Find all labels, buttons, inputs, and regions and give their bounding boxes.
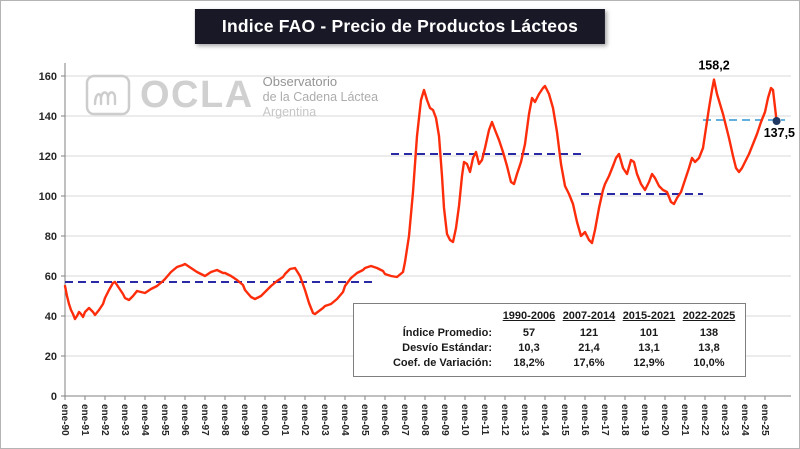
stats-value: 10,0% bbox=[693, 356, 725, 369]
series-end-marker bbox=[772, 117, 781, 125]
logo-icon-squiggle bbox=[93, 91, 117, 106]
x-tick-label: ene-99 bbox=[239, 404, 250, 436]
y-tick-label: 60 bbox=[45, 271, 57, 283]
stats-row: Coef. de Variación: 18,2% 17,6% 12,9% 10,0% bbox=[360, 355, 739, 370]
x-tick-label: ene-16 bbox=[579, 404, 590, 436]
stats-value: 17,6% bbox=[573, 356, 605, 369]
logo-subtitle-line3: Argentina bbox=[262, 104, 317, 119]
stats-header-spacer bbox=[360, 309, 499, 325]
stats-value: 13,1 bbox=[638, 341, 660, 354]
y-tick-label: 80 bbox=[45, 231, 57, 243]
x-tick-label: ene-98 bbox=[219, 404, 230, 436]
stats-table-grid: 1990-2006 2007-2014 2015-2021 2022-2025 Índi… bbox=[360, 309, 739, 370]
x-tick-label: ene-25 bbox=[759, 404, 770, 436]
stats-row-label: Desvío Estándar: bbox=[402, 341, 492, 354]
stats-column-header: 2007-2014 bbox=[562, 310, 616, 322]
x-tick-label: ene-01 bbox=[279, 404, 290, 436]
x-tick-label: ene-10 bbox=[459, 404, 470, 436]
stats-value: 13,8 bbox=[698, 341, 720, 354]
x-tick-label: ene-92 bbox=[99, 404, 110, 436]
x-tick-label: ene-03 bbox=[319, 404, 330, 436]
y-tick-label: 20 bbox=[45, 351, 57, 363]
x-tick-label: ene-95 bbox=[159, 404, 170, 436]
stats-column-header: 2015-2021 bbox=[622, 310, 676, 322]
stats-value: 21,4 bbox=[578, 341, 600, 354]
x-tick-label: ene-97 bbox=[199, 404, 210, 436]
x-tick-label: ene-91 bbox=[79, 404, 90, 436]
y-tick-label: 120 bbox=[39, 151, 57, 163]
y-tick-label: 0 bbox=[51, 391, 57, 403]
x-tick-label: ene-08 bbox=[419, 404, 430, 436]
y-tick-label: 140 bbox=[39, 111, 57, 123]
x-tick-label: ene-11 bbox=[479, 404, 490, 436]
price-series-line bbox=[63, 78, 778, 321]
stats-value: 18,2% bbox=[513, 356, 545, 369]
x-tick-label: ene-94 bbox=[139, 404, 150, 436]
x-tick-label: ene-06 bbox=[379, 404, 390, 436]
stats-row: Desvío Estándar: 10,3 21,4 13,1 13,8 bbox=[360, 340, 739, 355]
x-tick-label: ene-22 bbox=[699, 404, 710, 436]
y-tick-label: 100 bbox=[39, 191, 57, 203]
x-tick-label: ene-02 bbox=[299, 404, 310, 436]
x-tick-label: ene-04 bbox=[339, 404, 350, 436]
x-tick-label: ene-23 bbox=[719, 404, 730, 436]
x-tick-label: ene-13 bbox=[519, 404, 530, 436]
x-tick-label: ene-93 bbox=[119, 404, 130, 436]
logo-subtitle-line1: Observatorio bbox=[262, 74, 338, 89]
x-tick-label: ene-18 bbox=[619, 404, 630, 436]
stats-column-header: 2022-2025 bbox=[682, 310, 736, 322]
x-tick-label: ene-24 bbox=[739, 404, 750, 436]
stats-row: Índice Promedio: 57 121 101 138 bbox=[360, 325, 739, 340]
y-tick-label: 160 bbox=[39, 71, 57, 83]
stats-value: 121 bbox=[579, 326, 599, 339]
ocla-logo: OCLA Observatorio de la Cadena Láctea Ar… bbox=[85, 71, 378, 120]
stats-value: 12,9% bbox=[633, 356, 665, 369]
x-tick-label: ene-90 bbox=[59, 404, 70, 436]
y-tick-label: 40 bbox=[45, 311, 57, 323]
value-annotation: 158,2 bbox=[698, 59, 729, 73]
stats-table: 1990-2006 2007-2014 2015-2021 2022-2025 Índi… bbox=[353, 303, 746, 377]
x-tick-label: ene-14 bbox=[539, 404, 550, 436]
x-tick-label: ene-21 bbox=[679, 404, 690, 436]
x-tick-label: ene-00 bbox=[259, 404, 270, 436]
stats-row-label: Coef. de Variación: bbox=[392, 356, 492, 369]
ocla-logo-text: OCLA bbox=[140, 74, 254, 117]
stats-value: 101 bbox=[639, 326, 659, 339]
stats-column-header: 1990-2006 bbox=[502, 310, 556, 322]
chart-title: Indice FAO - Precio de Productos Lácteos bbox=[194, 9, 606, 44]
x-tick-label: ene-96 bbox=[179, 404, 190, 436]
stats-value: 138 bbox=[699, 326, 719, 339]
stats-row-label: Índice Promedio: bbox=[402, 326, 492, 339]
x-tick-label: ene-09 bbox=[439, 404, 450, 436]
stats-header-row: 1990-2006 2007-2014 2015-2021 2022-2025 bbox=[360, 309, 739, 325]
x-tick-label: ene-07 bbox=[399, 404, 410, 436]
ocla-logo-subtitle: Observatorio de la Cadena Láctea Argenti… bbox=[263, 71, 378, 120]
ocla-squiggle-icon bbox=[85, 75, 131, 116]
x-tick-label: ene-17 bbox=[599, 404, 610, 436]
value-annotation: 137,5 bbox=[764, 126, 795, 140]
logo-subtitle-line2: de la Cadena Láctea bbox=[262, 89, 379, 104]
logo-icon-frame bbox=[85, 75, 131, 116]
x-tick-label: ene-15 bbox=[559, 404, 570, 436]
x-tick-label: ene-12 bbox=[499, 404, 510, 436]
x-tick-label: ene-19 bbox=[639, 404, 650, 436]
x-tick-label: ene-05 bbox=[359, 404, 370, 436]
stats-value: 57 bbox=[522, 326, 536, 339]
stats-value: 10,3 bbox=[518, 341, 540, 354]
x-tick-label: ene-20 bbox=[659, 404, 670, 436]
